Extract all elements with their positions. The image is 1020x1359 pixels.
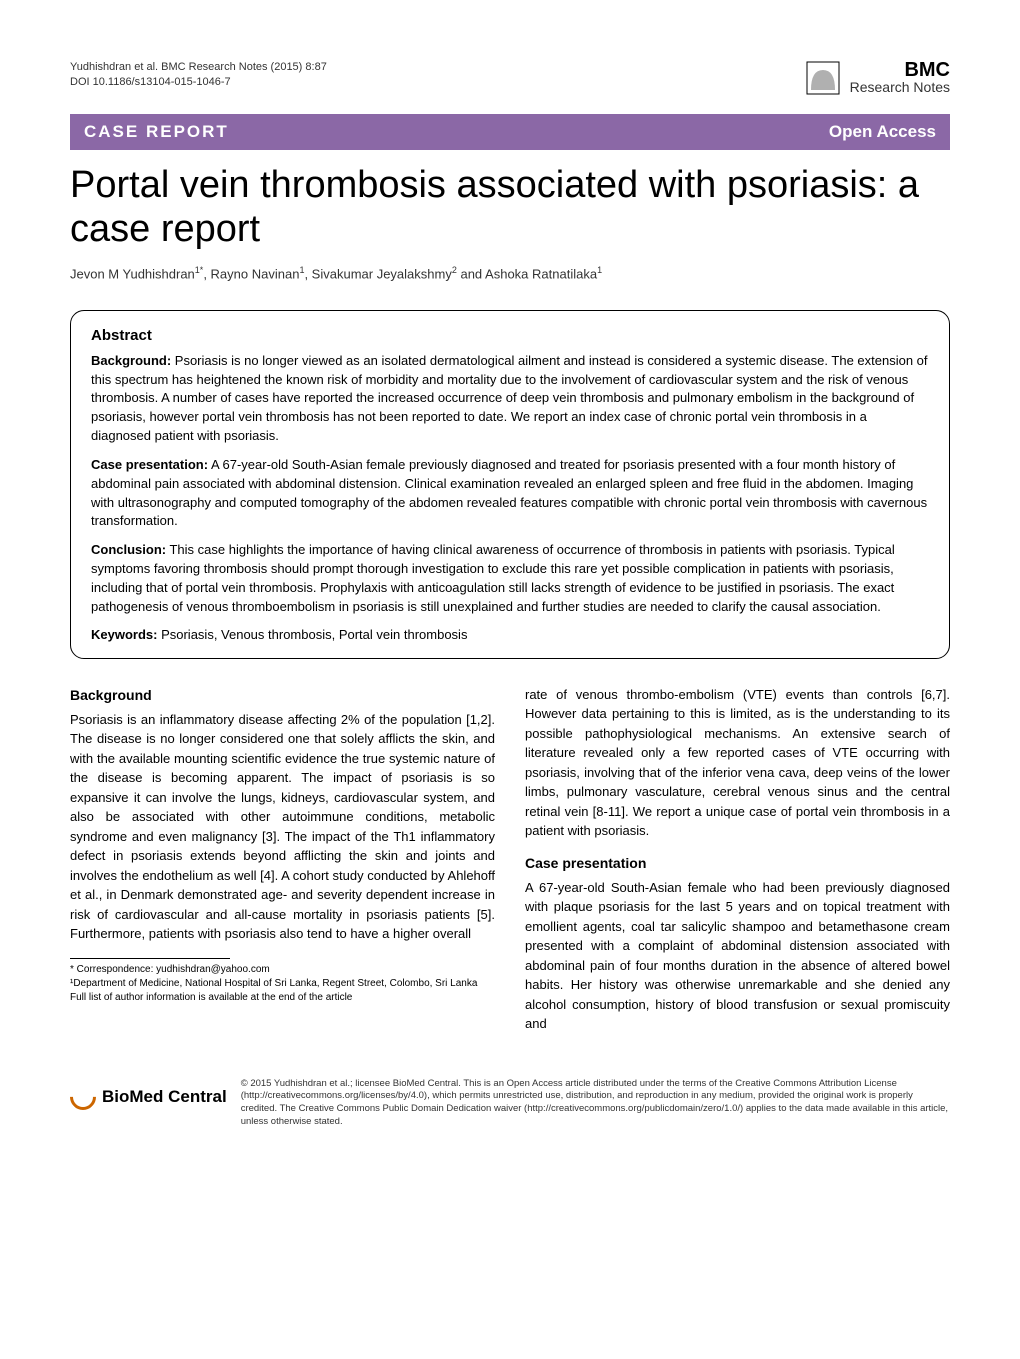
case-paragraph-1: A 67-year-old South-Asian female who had…: [525, 878, 950, 1034]
abstract-background: Background: Psoriasis is no longer viewe…: [91, 352, 929, 446]
page-container: Yudhishdran et al. BMC Research Notes (2…: [0, 0, 1020, 1159]
journal-logo: BMC Research Notes: [805, 60, 950, 96]
article-type-banner: CASE REPORT Open Access: [70, 114, 950, 150]
authors-line: Jevon M Yudhishdran1*, Rayno Navinan1, S…: [70, 265, 950, 281]
left-column: Background Psoriasis is an inflammatory …: [70, 685, 495, 1046]
affiliation-line: ¹Department of Medicine, National Hospit…: [70, 977, 495, 991]
abstract-background-label: Background:: [91, 353, 171, 368]
abstract-heading: Abstract: [91, 327, 929, 344]
background-heading: Background: [70, 685, 495, 706]
bmc-logo-text: BMC Research Notes: [850, 60, 950, 96]
right-column: rate of venous thrombo-embolism (VTE) ev…: [525, 685, 950, 1046]
abstract-conclusion-label: Conclusion:: [91, 542, 166, 557]
abstract-case-label: Case presentation:: [91, 457, 208, 472]
background-paragraph-2: rate of venous thrombo-embolism (VTE) ev…: [525, 685, 950, 841]
journal-info: Yudhishdran et al. BMC Research Notes (2…: [70, 60, 327, 91]
page-footer: BioMed Central © 2015 Yudhishdran et al.…: [70, 1072, 950, 1129]
article-type-label: CASE REPORT: [84, 122, 229, 142]
biomed-central-logo: BioMed Central: [70, 1078, 227, 1110]
logo-research-notes: Research Notes: [850, 79, 950, 95]
keywords-label: Keywords:: [91, 627, 157, 642]
full-list-line: Full list of author information is avail…: [70, 991, 495, 1005]
bmc-logo-icon: [805, 60, 841, 96]
correspondence-line: * Correspondence: yudhishdran@yahoo.com: [70, 963, 495, 977]
doi-line: DOI 10.1186/s13104-015-1046-7: [70, 75, 327, 90]
license-text: © 2015 Yudhishdran et al.; licensee BioM…: [241, 1078, 950, 1129]
abstract-keywords: Keywords: Psoriasis, Venous thrombosis, …: [91, 627, 929, 642]
citation-line: Yudhishdran et al. BMC Research Notes (2…: [70, 60, 327, 75]
body-columns: Background Psoriasis is an inflammatory …: [70, 685, 950, 1046]
bmc-footer-label: BioMed Central: [102, 1087, 227, 1107]
abstract-case-text: A 67-year-old South-Asian female previou…: [91, 457, 927, 529]
open-access-label: Open Access: [829, 122, 936, 142]
case-heading: Case presentation: [525, 853, 950, 874]
abstract-case: Case presentation: A 67-year-old South-A…: [91, 456, 929, 531]
article-title: Portal vein thrombosis associated with p…: [70, 164, 950, 251]
background-paragraph-1: Psoriasis is an inflammatory disease aff…: [70, 710, 495, 944]
abstract-background-text: Psoriasis is no longer viewed as an isol…: [91, 353, 928, 443]
footnote-separator: [70, 958, 230, 959]
keywords-text: Psoriasis, Venous thrombosis, Portal vei…: [157, 627, 467, 642]
abstract-conclusion: Conclusion: This case highlights the imp…: [91, 541, 929, 616]
abstract-box: Abstract Background: Psoriasis is no lon…: [70, 310, 950, 659]
bmc-ring-icon: [65, 1078, 102, 1115]
logo-bmc: BMC: [904, 59, 950, 81]
abstract-conclusion-text: This case highlights the importance of h…: [91, 542, 895, 614]
header-meta: Yudhishdran et al. BMC Research Notes (2…: [70, 60, 950, 96]
footnotes: * Correspondence: yudhishdran@yahoo.com …: [70, 963, 495, 1005]
